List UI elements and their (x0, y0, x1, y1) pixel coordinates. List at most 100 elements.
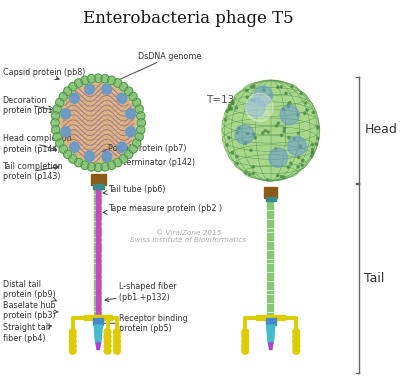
Circle shape (69, 338, 76, 345)
Circle shape (254, 86, 272, 105)
Text: Tail completion
protein (p143): Tail completion protein (p143) (2, 161, 63, 181)
Circle shape (246, 133, 249, 135)
Circle shape (280, 175, 282, 178)
Circle shape (132, 98, 141, 107)
Circle shape (51, 119, 59, 127)
Bar (94, 254, 102, 258)
Bar (94, 227, 102, 231)
Circle shape (52, 112, 60, 120)
Circle shape (230, 107, 232, 110)
Bar (94, 195, 102, 200)
Bar (267, 282, 274, 286)
Circle shape (301, 164, 303, 166)
Bar (267, 229, 274, 233)
Bar (94, 301, 102, 306)
Circle shape (120, 82, 128, 91)
Circle shape (114, 343, 120, 350)
Bar (267, 268, 274, 272)
Text: Head: Head (364, 123, 397, 137)
Circle shape (293, 343, 300, 350)
Bar (267, 300, 274, 303)
Circle shape (135, 105, 143, 113)
Bar (94, 222, 102, 226)
Circle shape (137, 112, 145, 120)
Circle shape (267, 131, 270, 133)
Circle shape (236, 163, 238, 165)
Bar (256, 315, 285, 321)
Circle shape (288, 137, 306, 156)
Circle shape (242, 329, 248, 336)
Circle shape (102, 84, 112, 94)
Bar (266, 318, 276, 325)
Circle shape (312, 152, 314, 154)
Bar (94, 264, 102, 269)
Text: tail terminator (p142): tail terminator (p142) (103, 158, 195, 167)
Circle shape (69, 333, 76, 340)
Polygon shape (96, 343, 100, 350)
Circle shape (70, 93, 79, 103)
Bar (94, 238, 102, 242)
Circle shape (81, 161, 89, 170)
Bar (267, 259, 274, 263)
Circle shape (101, 75, 109, 83)
Bar (94, 296, 102, 301)
Circle shape (232, 100, 234, 102)
Bar (94, 190, 102, 194)
Circle shape (129, 92, 137, 101)
Circle shape (124, 150, 133, 159)
Circle shape (310, 155, 313, 157)
Circle shape (69, 82, 77, 91)
Circle shape (74, 79, 83, 88)
Polygon shape (268, 343, 273, 350)
Bar (94, 275, 102, 279)
Circle shape (229, 105, 231, 107)
Bar (267, 246, 274, 250)
Circle shape (311, 144, 313, 146)
Circle shape (137, 126, 145, 134)
Bar (93, 318, 103, 325)
Text: Straight tail
fiber (pb4): Straight tail fiber (pb4) (2, 323, 52, 343)
Bar (94, 206, 102, 210)
Circle shape (85, 151, 94, 161)
Bar (267, 308, 274, 312)
Circle shape (293, 333, 300, 340)
Bar (267, 313, 274, 317)
Bar (94, 248, 102, 253)
Bar (94, 280, 102, 285)
Bar (267, 211, 274, 215)
Circle shape (248, 173, 250, 175)
Text: Receptor binding
protein (pb5): Receptor binding protein (pb5) (98, 314, 188, 333)
Bar (267, 264, 274, 268)
Circle shape (312, 111, 314, 114)
Circle shape (317, 126, 319, 128)
Bar (266, 197, 276, 202)
Circle shape (293, 329, 300, 336)
Text: Tail: Tail (364, 272, 385, 285)
Circle shape (264, 130, 266, 132)
Circle shape (277, 122, 280, 124)
Bar (91, 173, 106, 185)
Bar (96, 189, 100, 317)
Circle shape (262, 132, 264, 134)
Circle shape (81, 76, 89, 85)
Text: Capsid protein (pb8): Capsid protein (pb8) (2, 68, 85, 79)
Circle shape (94, 74, 102, 82)
Bar (94, 259, 102, 263)
Circle shape (252, 166, 254, 168)
Text: Decoration
protein (pb10): Decoration protein (pb10) (2, 96, 60, 115)
Text: T=13: T=13 (206, 95, 234, 105)
Circle shape (280, 86, 282, 88)
Circle shape (94, 163, 102, 172)
Circle shape (64, 87, 72, 96)
Circle shape (104, 329, 111, 336)
Bar (94, 243, 102, 247)
Circle shape (298, 156, 300, 158)
Circle shape (101, 163, 109, 171)
Circle shape (114, 347, 120, 354)
Circle shape (297, 114, 299, 116)
Circle shape (245, 172, 247, 174)
Bar (267, 251, 274, 255)
Bar (267, 220, 274, 224)
Circle shape (277, 86, 279, 88)
Circle shape (304, 112, 306, 114)
